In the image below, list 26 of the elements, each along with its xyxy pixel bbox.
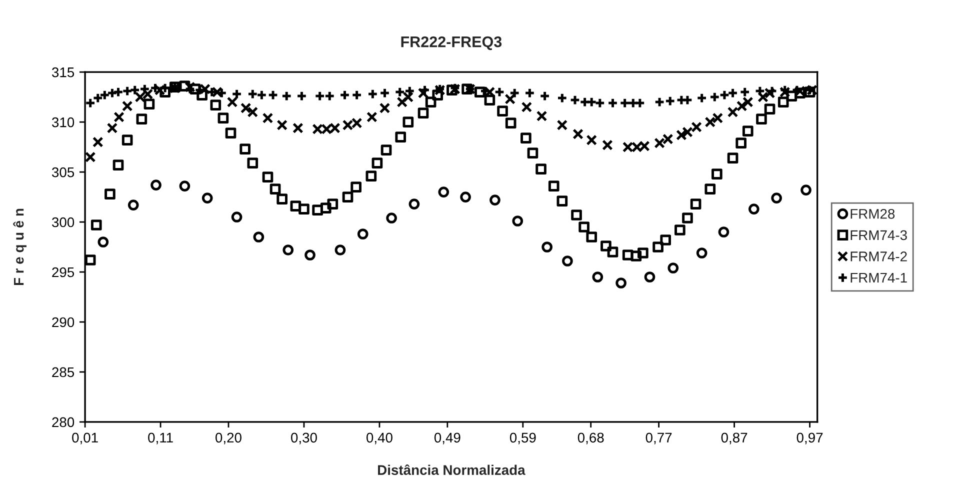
y-tick-label: 305 [52,167,74,178]
x-tick-label: 0,68 [578,432,604,444]
x-axis-title: Distância Normalizada [378,464,526,475]
y-axis-title: F r e q u ê n [13,208,26,286]
x-tick-label: 0,49 [434,432,460,444]
x-tick-label: 0,87 [721,432,748,444]
x-tick-label: 0,97 [796,432,823,444]
legend-label: FRM74-3 [850,230,907,240]
x-tick-label: 0,01 [72,432,98,444]
y-tick-label: 295 [52,267,74,278]
y-tick-label: 280 [52,417,74,428]
y-tick-label: 285 [52,367,74,378]
y-tick-label: 310 [52,117,74,128]
legend-label: FRM74-2 [850,252,907,262]
x-tick-label: 0,20 [216,432,242,444]
chart-title: FR222-FREQ3 [401,36,502,50]
y-tick-label: 290 [52,317,74,328]
x-tick-label: 0,40 [366,432,392,444]
y-tick-label: 315 [52,67,74,78]
y-tick-label: 300 [52,217,74,228]
legend-label: FRM28 [850,208,895,219]
x-tick-label: 0,30 [291,432,317,444]
x-tick-label: 0,59 [510,432,536,444]
legend-label: FRM74-1 [850,272,907,283]
x-tick-label: 0,11 [148,432,173,444]
x-tick-label: 0,77 [646,432,672,444]
